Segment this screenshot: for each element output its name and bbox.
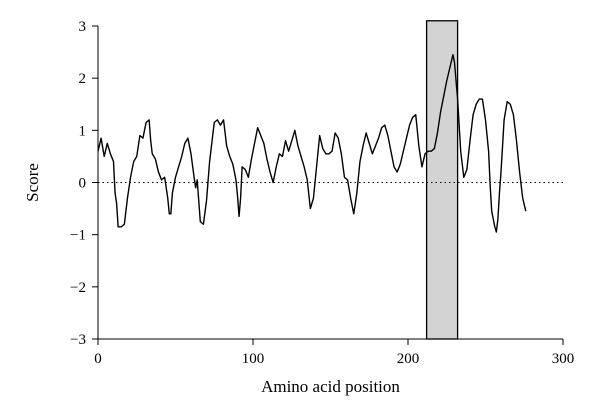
y-tick-label: 3 xyxy=(79,19,87,35)
x-axis-title: Amino acid position xyxy=(261,377,400,396)
y-tick-label: −2 xyxy=(70,280,86,296)
ticks-layer: 3 2 1 0 −1 −2 −3 0 100 200 300 xyxy=(70,19,574,367)
highlight-region xyxy=(425,20,459,340)
plot-layer xyxy=(97,20,563,340)
y-tick-label: 2 xyxy=(79,71,87,87)
x-tick-label: 0 xyxy=(94,351,102,367)
score-series-line xyxy=(97,53,527,233)
y-axis-title: Score xyxy=(23,163,42,202)
axes-layer xyxy=(97,26,563,340)
y-tick-label: 1 xyxy=(79,123,87,139)
x-tick-label: 300 xyxy=(552,351,575,367)
y-tick-label: −1 xyxy=(70,228,86,244)
y-tick-label: −3 xyxy=(70,332,86,348)
x-tick-label: 200 xyxy=(397,351,420,367)
x-tick-label: 100 xyxy=(242,351,265,367)
y-tick-label: 0 xyxy=(79,176,87,192)
